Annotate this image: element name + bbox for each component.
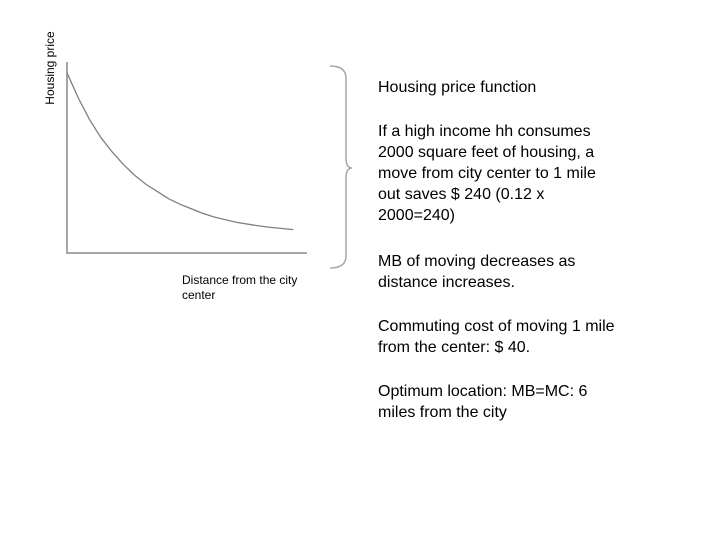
series-line-0 bbox=[66, 72, 294, 231]
note-income-savings: If a high income hh consumes 2000 square… bbox=[378, 123, 596, 224]
note-housing-price-function: Housing price function bbox=[378, 79, 537, 96]
note-mb-decreases: MB of moving decreases as distance incre… bbox=[378, 253, 576, 291]
bracket bbox=[329, 65, 353, 269]
x-axis-label: Distance from the city center bbox=[182, 273, 298, 302]
note-optimum-location: Optimum location: MB=MC: 6 miles from th… bbox=[378, 383, 588, 421]
note-commuting-cost: Commuting cost of moving 1 mile from the… bbox=[378, 318, 615, 356]
